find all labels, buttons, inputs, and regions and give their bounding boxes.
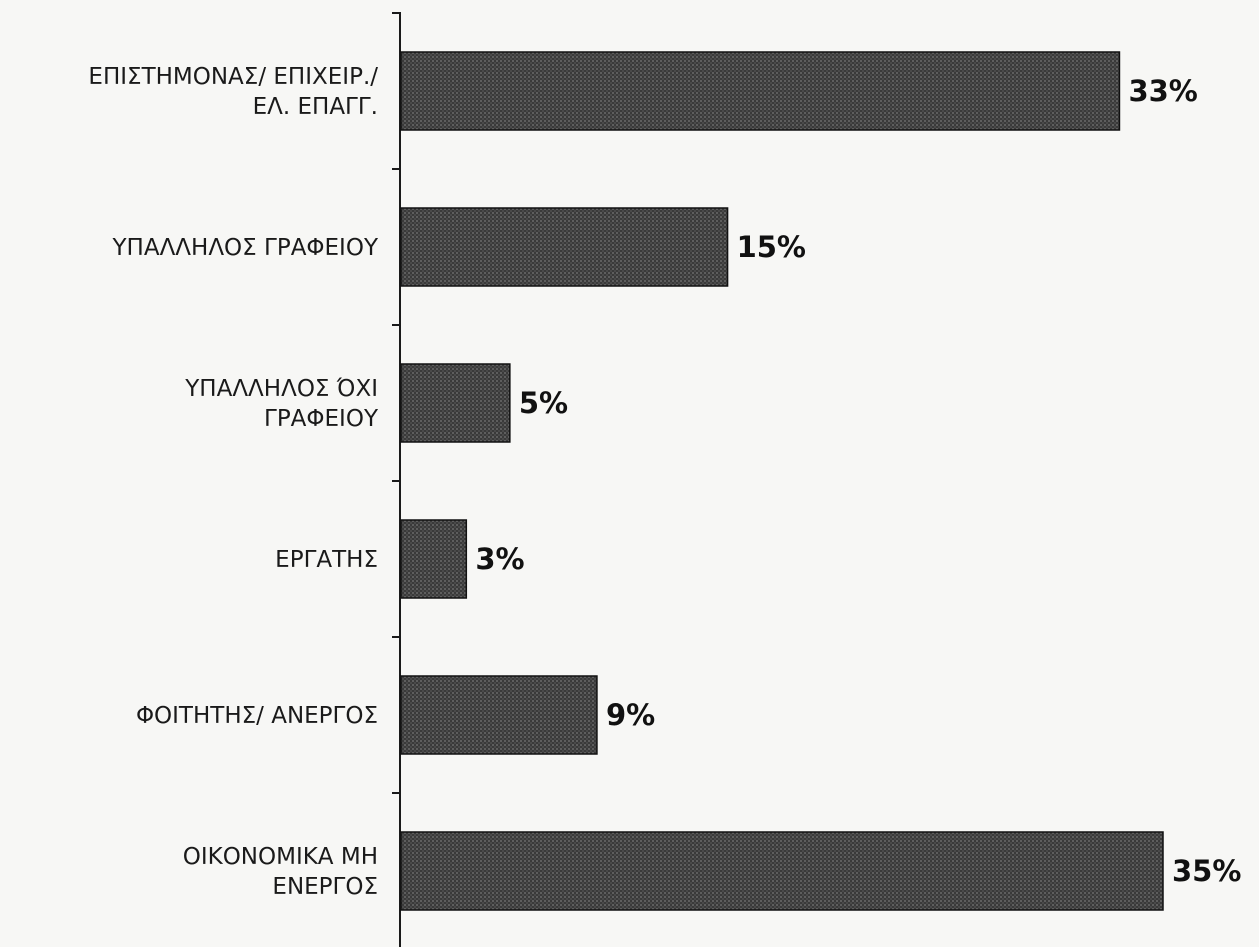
data-label: 15%: [737, 230, 806, 264]
category-label-line: ΕΠΙΣΤΗΜΟΝΑΣ/ ΕΠΙΧΕΙΡ./: [88, 64, 378, 90]
axis-group: [392, 12, 401, 947]
category-label: ΟΙΚΟΝΟΜΙΚΑ ΜΗ ΕΝΕΡΓΟΣ: [183, 844, 378, 900]
data-label: 3%: [475, 542, 524, 576]
category-label-line: ΓΡΑΦΕΙΟΥ: [264, 406, 379, 432]
bar: [400, 363, 511, 443]
category-label: ΥΠΑΛΛΗΛΟΣ ΓΡΑΦΕΙΟΥ: [111, 235, 378, 261]
data-label: 35%: [1172, 854, 1241, 888]
category-label-line: ΥΠΑΛΛΗΛΟΣ ΌΧΙ: [184, 376, 378, 402]
data-label: 5%: [519, 386, 568, 420]
bar: [400, 207, 729, 287]
bar: [400, 675, 598, 755]
bar: [400, 51, 1121, 131]
category-label-line: ΦΟΙΤΗΤΗΣ/ ΑΝΕΡΓΟΣ: [136, 703, 378, 729]
category-label: ΕΠΙΣΤΗΜΟΝΑΣ/ ΕΠΙΧΕΙΡ./ ΕΛ. ΕΠΑΓΓ.: [88, 64, 378, 120]
bars-group: [400, 51, 1164, 911]
category-label-line: ΕΝΕΡΓΟΣ: [272, 874, 378, 900]
bar: [400, 831, 1164, 911]
labels-group: 33% ΕΠΙΣΤΗΜΟΝΑΣ/ ΕΠΙΧΕΙΡ./ ΕΛ. ΕΠΑΓΓ. 15% ΥΠ…: [88, 64, 1241, 900]
category-label: ΦΟΙΤΗΤΗΣ/ ΑΝΕΡΓΟΣ: [136, 703, 378, 729]
bar: [400, 519, 468, 599]
category-label-line: ΟΙΚΟΝΟΜΙΚΑ ΜΗ: [183, 844, 378, 870]
data-label: 33%: [1128, 74, 1197, 108]
category-label: ΥΠΑΛΛΗΛΟΣ ΌΧΙ ΓΡΑΦΕΙΟΥ: [184, 376, 379, 432]
category-label-line: ΕΛ. ΕΠΑΓΓ.: [253, 94, 378, 120]
category-label: ΕΡΓΑΤΗΣ: [275, 547, 378, 573]
category-label-line: ΕΡΓΑΤΗΣ: [275, 547, 378, 573]
data-label: 9%: [606, 698, 655, 732]
category-label-line: ΥΠΑΛΛΗΛΟΣ ΓΡΑΦΕΙΟΥ: [111, 235, 378, 261]
